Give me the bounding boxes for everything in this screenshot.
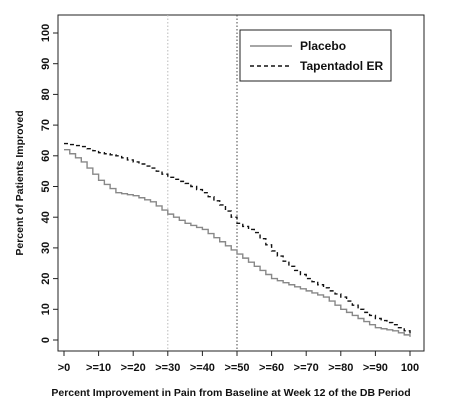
x-tick-label-20: >=20 [121, 362, 146, 374]
x-tick-label-80: >=80 [328, 362, 353, 374]
legend: Placebo Tapentadol ER [239, 29, 392, 82]
y-tick-label-0: 0 [40, 337, 52, 343]
x-tick-label-40: >=40 [190, 362, 215, 374]
legend-box [239, 29, 392, 82]
legend-label-tapentadol: Tapentadol ER [300, 59, 383, 73]
x-tick-label-60: >=60 [259, 362, 284, 374]
x-axis-title: Percent Improvement in Pain from Baselin… [51, 387, 410, 399]
y-tick-label-10: 10 [40, 303, 52, 315]
y-tick-label-90: 90 [40, 58, 52, 70]
x-tick-label-70: >=70 [294, 362, 319, 374]
y-tick-label-30: 30 [40, 242, 52, 254]
series-line-placebo [64, 148, 411, 337]
legend-label-placebo: Placebo [300, 39, 346, 53]
x-tick-label-30: >=30 [155, 362, 180, 374]
x-tick-label-100: 100 [401, 362, 419, 374]
y-tick-label-40: 40 [40, 211, 52, 223]
x-tick-label-10: >=10 [86, 362, 111, 374]
y-tick-label-20: 20 [40, 272, 52, 284]
x-tick-label-90: >=90 [363, 362, 388, 374]
plot-frame [57, 14, 425, 352]
series-line-tapentadol-er [64, 142, 411, 334]
y-tick-label-60: 60 [40, 150, 52, 162]
y-axis-title: Percent of Patients Improved [14, 110, 26, 255]
x-tick-label-50: >=50 [224, 362, 249, 374]
y-tick-label-70: 70 [40, 119, 52, 131]
y-tick-label-80: 80 [40, 88, 52, 100]
x-tick-label-0: >0 [58, 362, 71, 374]
y-tick-label-50: 50 [40, 180, 52, 192]
y-tick-label-100: 100 [40, 24, 52, 42]
